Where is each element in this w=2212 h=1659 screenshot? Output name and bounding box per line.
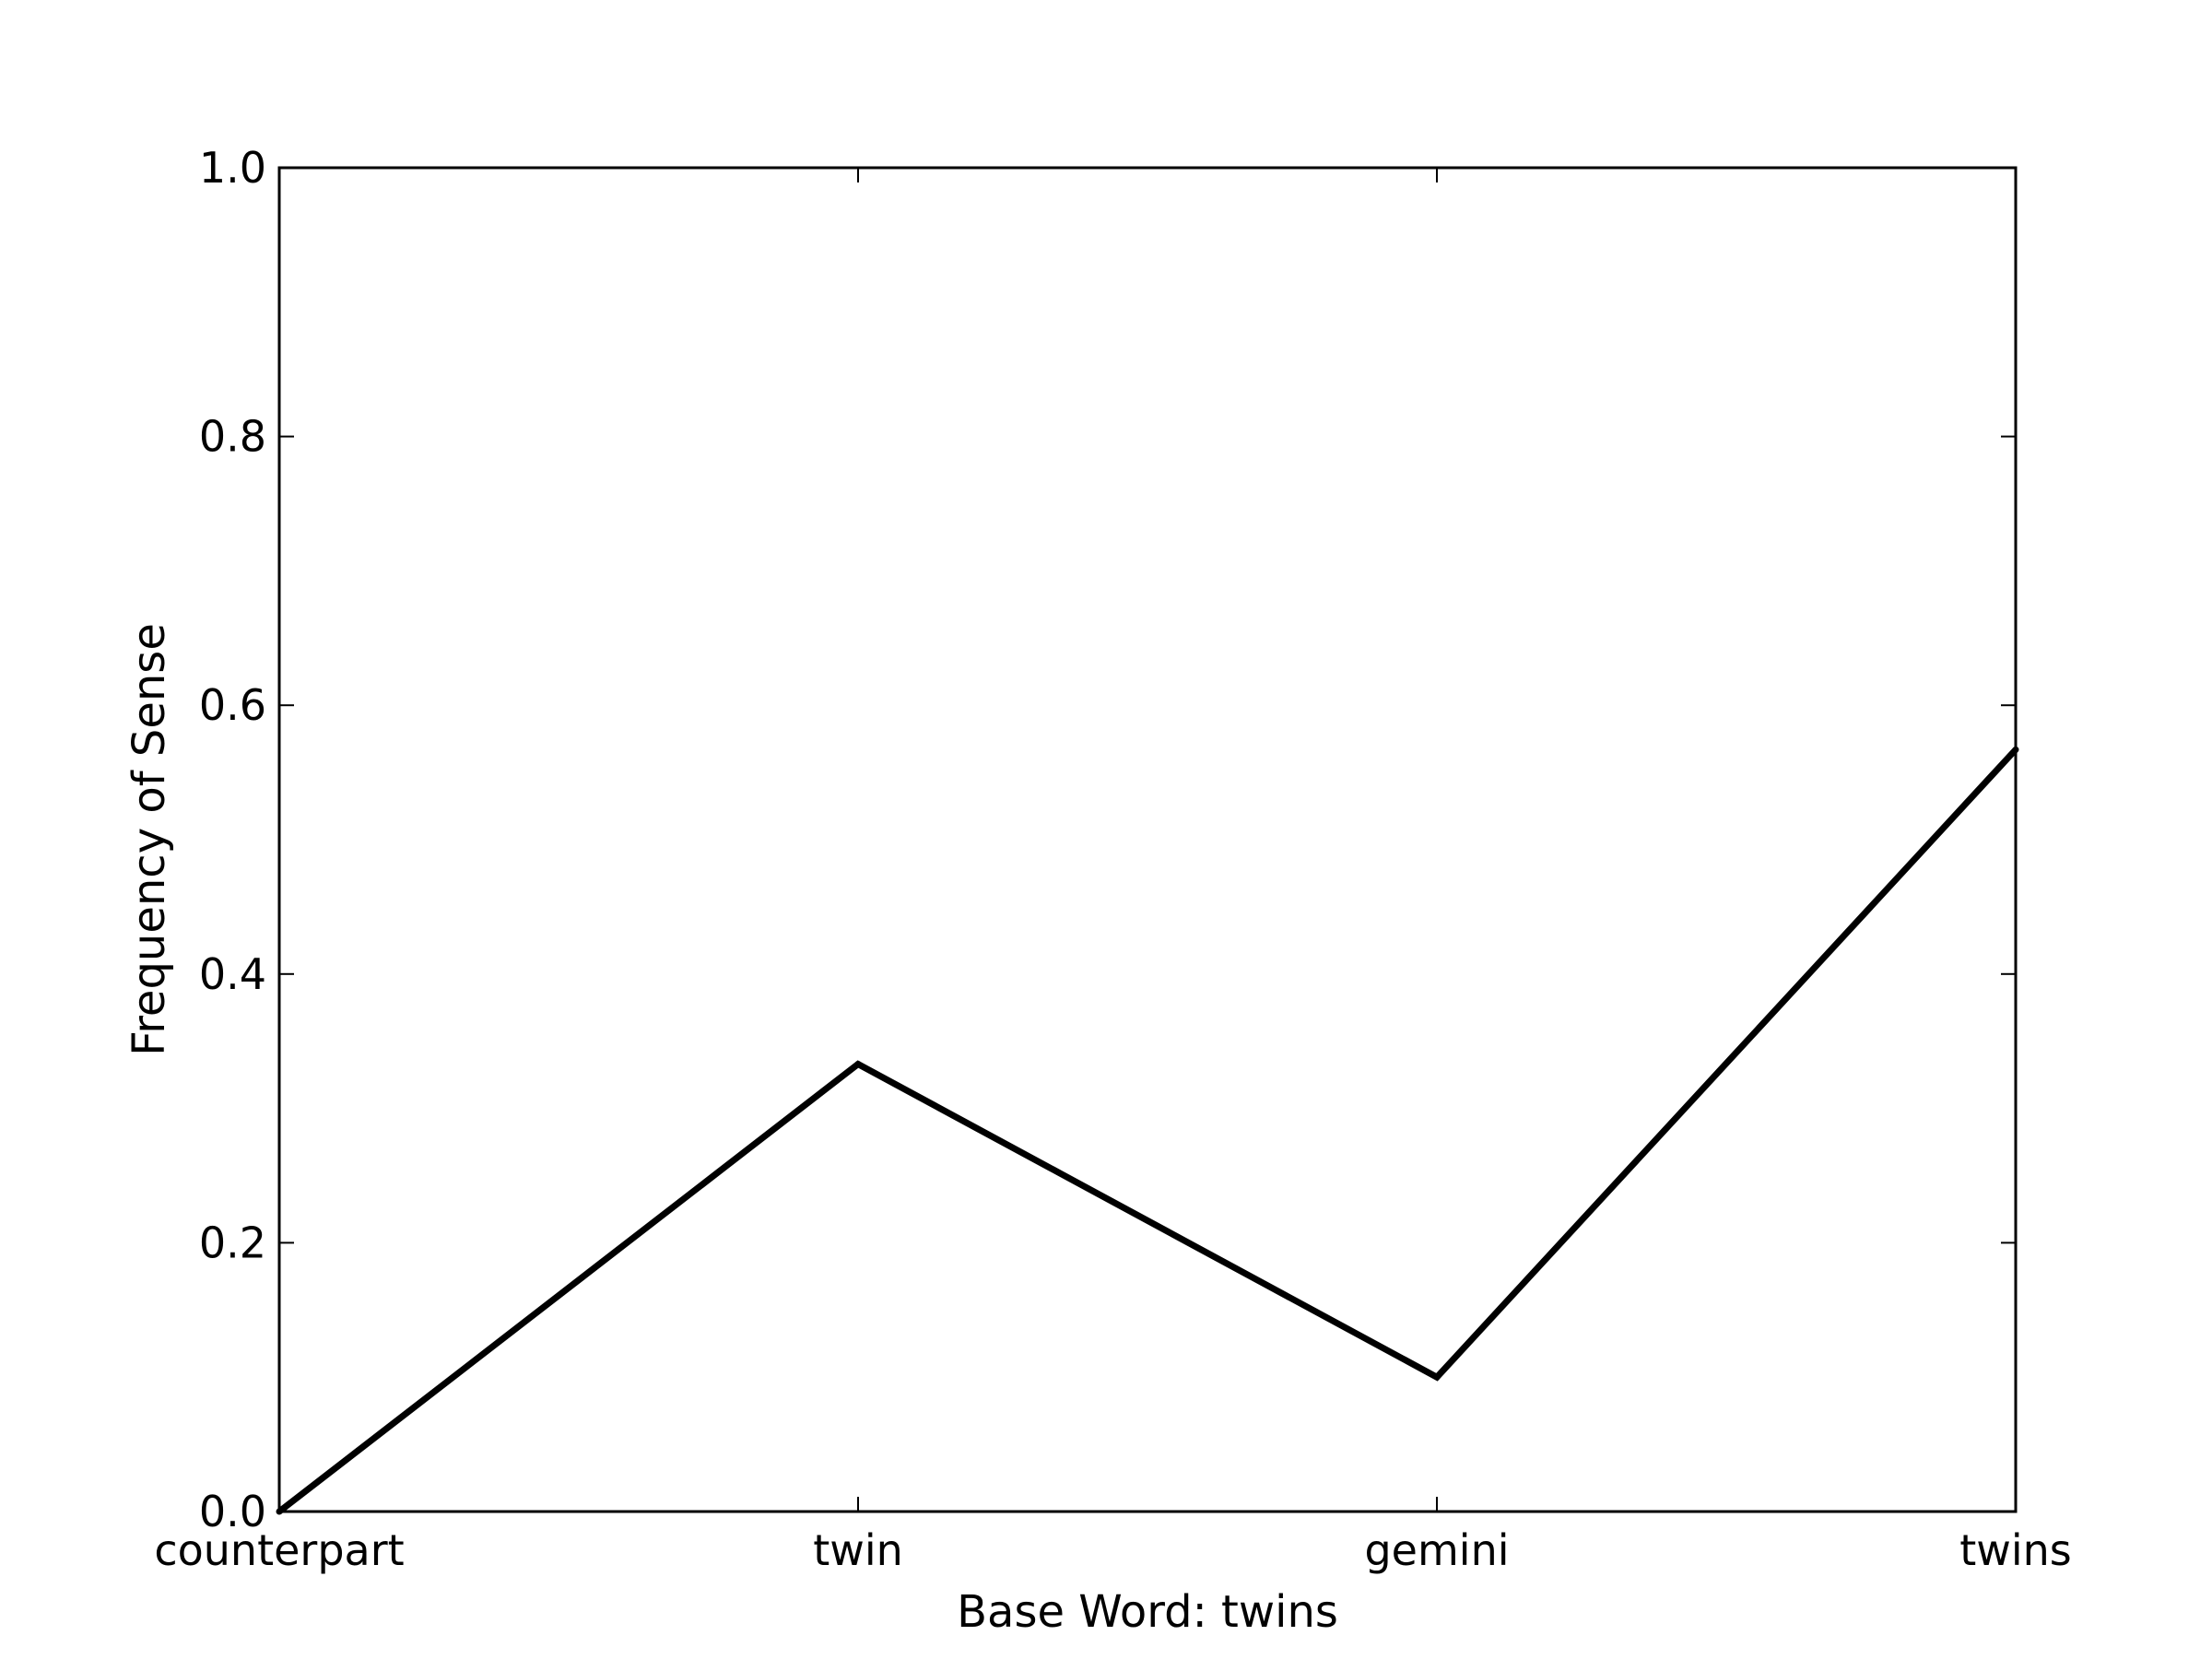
x-axis-label: Base Word: twins (957, 1586, 1338, 1638)
y-tick-label: 0.8 (199, 412, 266, 462)
x-tick-label: gemini (1364, 1525, 1509, 1575)
y-tick-label: 0.6 (199, 680, 266, 730)
x-tick-label: twins (1959, 1525, 2072, 1575)
y-tick-label: 0.4 (199, 949, 266, 999)
y-tick-label: 1.0 (199, 143, 266, 193)
series-line (276, 747, 2018, 1514)
labels-layer: 0.0 0.2 0.4 0.6 0.8 1.0 counterpart twin gemini t… (154, 143, 2071, 1575)
y-axis-label: Frequency of Sense (124, 623, 175, 1056)
y-tick-label: 0.2 (199, 1218, 266, 1267)
x-tick-label: twin (813, 1525, 903, 1575)
x-tick-label: counterpart (154, 1525, 404, 1575)
series-layer (276, 746, 2019, 1515)
data-point (1433, 1373, 1441, 1381)
plot-frame (277, 166, 2018, 1513)
data-point (854, 1060, 862, 1067)
y-tick-label: 0.0 (199, 1487, 266, 1536)
